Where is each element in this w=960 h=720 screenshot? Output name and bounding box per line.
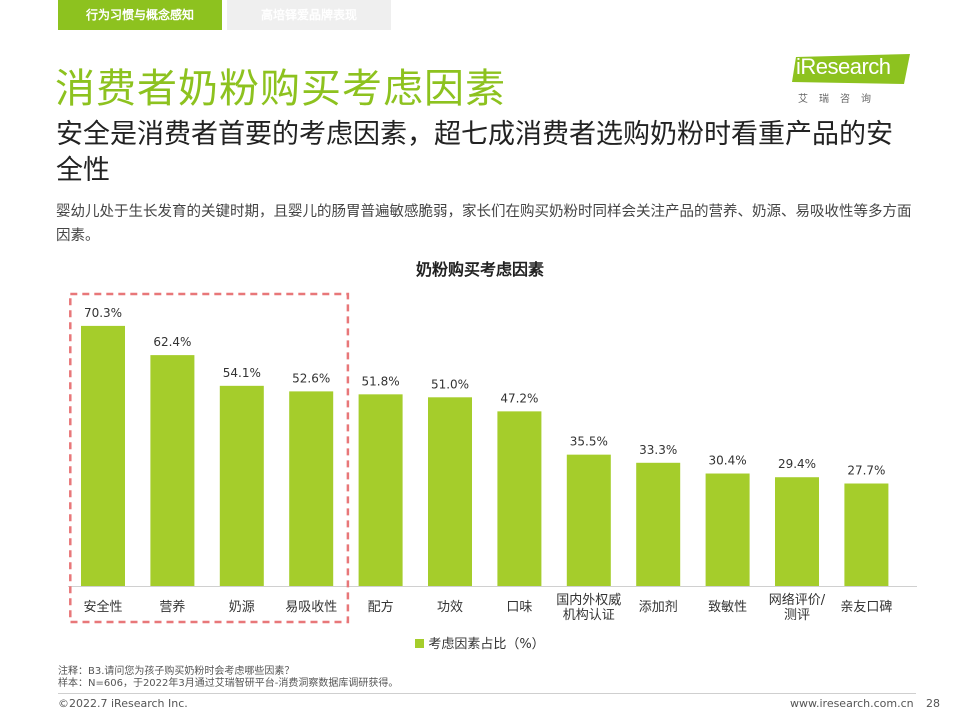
note-question: 注释：B3.请问您为孩子购买奶粉时会考虑哪些因素？ bbox=[58, 666, 295, 677]
page-description: 婴幼儿处于生长发育的关键时期，且婴儿的肠胃普遍敏感脆弱，家长们在购买奶粉时同样会… bbox=[56, 204, 912, 244]
tab-behavior[interactable]: 行为习惯与概念感知 bbox=[58, 0, 222, 30]
iresearch-logo: iResearch 艾瑞咨询 bbox=[792, 50, 917, 108]
tick-label-1: 安全性 bbox=[83, 599, 122, 615]
footnote: 注释：B3.请问您为孩子购买奶粉时会考虑哪些因素？ 样本：N=606，于2022… bbox=[58, 666, 398, 690]
legend-label: 考虑因素占比（%） bbox=[428, 637, 545, 652]
copyright: ©2022.7 iResearch Inc. bbox=[58, 697, 188, 710]
tick-label-4: 易吸收性 bbox=[285, 600, 337, 615]
bar-7 bbox=[497, 411, 542, 586]
data-label-8: 35.5% bbox=[570, 435, 608, 449]
data-label-4: 52.6% bbox=[292, 371, 330, 385]
page-number: 28 bbox=[926, 697, 940, 710]
bar-3 bbox=[219, 385, 264, 586]
website-link[interactable]: www.iresearch.com.cn bbox=[790, 697, 914, 710]
tick-label-8-line-2: 机构认证 bbox=[563, 608, 615, 623]
bar-6 bbox=[428, 397, 472, 586]
bar-8 bbox=[566, 454, 611, 586]
bar-4 bbox=[289, 391, 334, 586]
tick-label-2: 营养 bbox=[159, 599, 185, 615]
chart-title: 奶粉购买考虑因素 bbox=[415, 260, 544, 279]
bar-12 bbox=[844, 483, 889, 586]
data-label-1: 70.3% bbox=[84, 306, 122, 320]
logo-subtitle: 艾瑞咨询 bbox=[798, 94, 882, 105]
page-title: 消费者奶粉购买考虑因素 bbox=[55, 66, 506, 112]
bar-2 bbox=[150, 355, 195, 586]
tick-label-7: 口味 bbox=[506, 600, 532, 615]
tick-label-3: 奶源 bbox=[229, 600, 255, 615]
data-label-9: 33.3% bbox=[639, 443, 677, 457]
page-subtitle: 安全是消费者首要的考虑因素，超七成消费者选购奶粉时看重产品的安全性 bbox=[56, 119, 893, 186]
tab-brand[interactable]: 高培铎爱品牌表现 bbox=[227, 0, 391, 30]
bar-11 bbox=[775, 477, 819, 586]
bar-10 bbox=[705, 473, 750, 586]
data-label-5: 51.8% bbox=[362, 374, 400, 388]
data-label-10: 30.4% bbox=[709, 454, 747, 468]
data-label-6: 51.0% bbox=[431, 377, 469, 391]
logo-badge-icon bbox=[792, 54, 910, 84]
logo-text: iResearch bbox=[796, 54, 891, 79]
tick-label-12: 亲友口碑 bbox=[840, 599, 892, 615]
tick-label-11-line-1: 网络评价/ bbox=[769, 592, 826, 608]
tick-label-8-line-1: 国内外权威 bbox=[556, 592, 621, 608]
tick-label-10: 致敏性 bbox=[708, 600, 747, 615]
data-label-12: 27.7% bbox=[847, 464, 885, 478]
tick-label-6: 功效 bbox=[437, 600, 463, 615]
chart-legend: 考虑因素占比（%） bbox=[0, 633, 960, 652]
tick-label-9: 添加剂 bbox=[639, 600, 678, 615]
bar-5 bbox=[358, 394, 403, 586]
data-label-7: 47.2% bbox=[500, 391, 538, 405]
highlight-box bbox=[69, 292, 350, 624]
data-label-3: 54.1% bbox=[223, 366, 261, 380]
data-label-11: 29.4% bbox=[778, 457, 816, 471]
section-tabs: 行为习惯与概念感知 高培铎爱品牌表现 bbox=[58, 0, 391, 30]
footer-divider bbox=[58, 693, 916, 694]
tick-label-5: 配方 bbox=[368, 599, 394, 615]
legend-swatch bbox=[415, 639, 425, 648]
note-sample: 样本：N=606，于2022年3月通过艾瑞智研平台-消费洞察数据库调研获得。 bbox=[58, 678, 399, 689]
bar-9 bbox=[636, 462, 681, 586]
data-label-2: 62.4% bbox=[153, 335, 191, 349]
tick-label-11-line-2: 测评 bbox=[784, 608, 810, 623]
bar-1 bbox=[81, 325, 125, 586]
